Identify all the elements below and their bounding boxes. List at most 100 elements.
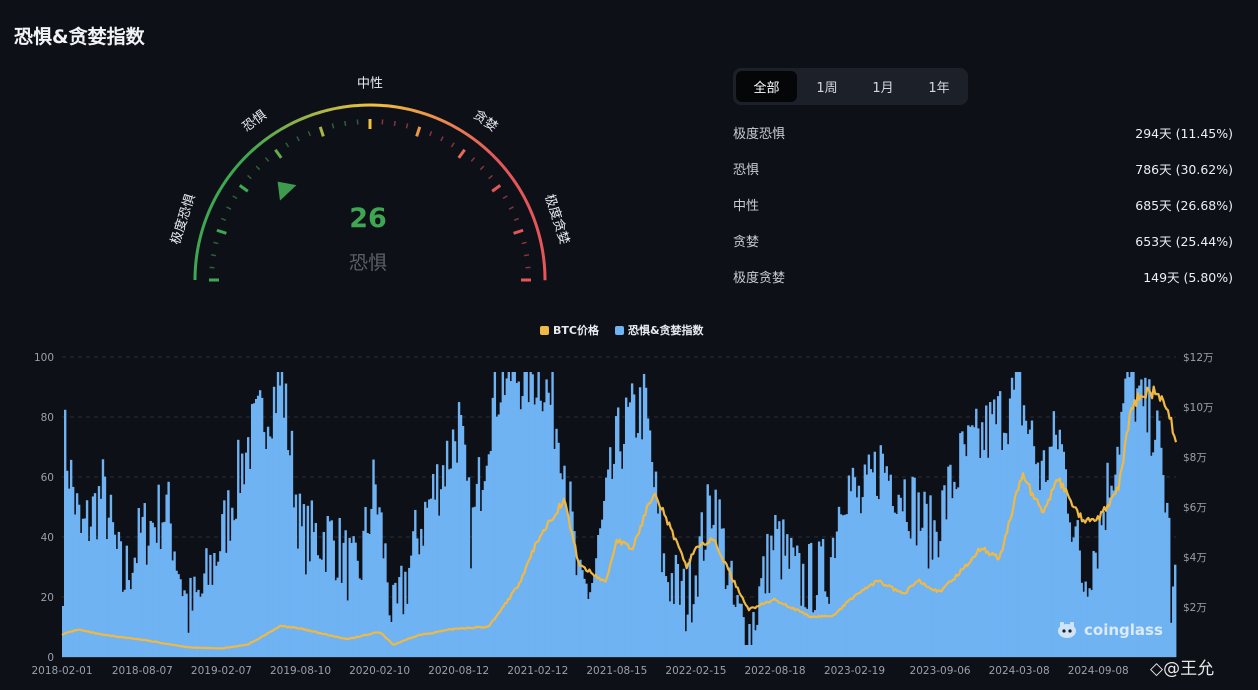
index-bar (965, 456, 968, 657)
index-bar (304, 574, 308, 657)
index-bar (247, 437, 250, 657)
legend-item-index[interactable]: 恐惧&贪婪指数 (614, 322, 704, 338)
index-bar (859, 513, 863, 657)
index-bar (897, 494, 900, 657)
index-bar (1174, 564, 1177, 657)
index-bar (742, 617, 745, 657)
gauge-arc-segment (529, 209, 535, 217)
stat-label: 极度恐惧 (733, 126, 786, 142)
index-bar (907, 531, 910, 657)
tab-1-month[interactable]: 1月 (872, 81, 894, 96)
gauge-arc-segment (261, 137, 269, 143)
index-bar (601, 519, 604, 657)
index-bar (65, 470, 69, 657)
index-bar (535, 397, 538, 657)
legend-item-btc[interactable]: BTC价格 (540, 322, 599, 338)
index-bar (776, 528, 779, 657)
gauge-arc-segment (197, 235, 203, 243)
index-bar (1104, 530, 1107, 657)
index-bar (901, 511, 904, 657)
tab-1-year[interactable]: 1年 (928, 81, 950, 96)
y-right-tick-label: $6万 (1183, 502, 1207, 514)
index-bar (489, 451, 493, 657)
legend-swatch-btc (540, 325, 549, 335)
index-bar (732, 604, 735, 657)
index-bar (1166, 502, 1169, 657)
index-bar (149, 520, 152, 657)
index-bar (748, 623, 751, 657)
index-bar (963, 444, 966, 657)
gauge-tick (226, 206, 232, 210)
index-bar (173, 551, 176, 657)
gauge-arc-segment (347, 104, 354, 108)
index-bar (129, 589, 133, 657)
index-bar (392, 584, 395, 657)
diamond-icon: ◇ (1150, 659, 1164, 679)
index-bar (294, 494, 298, 657)
index-bar (499, 402, 503, 657)
index-bar (479, 511, 483, 657)
index-bar (796, 545, 799, 657)
gauge-arc-segment (203, 214, 209, 222)
tab-all[interactable]: 全部 (736, 71, 797, 102)
gauge-arc-segment (230, 167, 237, 174)
index-bar (726, 585, 729, 657)
gauge-arc-segment (215, 189, 221, 197)
index-bar (424, 501, 427, 657)
index-bar (947, 466, 950, 657)
gauge-tick (210, 254, 217, 257)
index-bar (441, 465, 445, 657)
index-bar (728, 567, 731, 657)
index-bar (449, 468, 453, 657)
index-bar (491, 397, 495, 657)
gauge-tick (255, 165, 261, 171)
index-bar (398, 577, 401, 657)
index-bar (770, 535, 773, 657)
index-bar (231, 507, 234, 657)
gauge-arc-segment (210, 199, 216, 207)
gauge-tick (470, 157, 476, 162)
index-bar (187, 632, 190, 657)
x-tick-label: 2024-09-08 (1068, 665, 1129, 677)
watermark-brand: coinglass (1084, 621, 1163, 639)
gauge-arc-segment (199, 230, 204, 237)
gauge-arc-segment (458, 128, 465, 134)
author-name: @王允 (1163, 659, 1215, 679)
page-title: 恐惧&贪婪指数 (14, 26, 145, 48)
index-bar (865, 474, 869, 657)
index-bar (587, 598, 590, 657)
index-bar (83, 518, 87, 657)
index-bar (762, 556, 765, 657)
index-bar (67, 488, 71, 657)
index-bar (93, 493, 97, 657)
index-bar (237, 439, 240, 657)
gauge-tick (238, 184, 249, 193)
index-bar (589, 592, 592, 657)
index-bar (193, 576, 196, 657)
index-bar (354, 542, 357, 657)
index-bar (1058, 429, 1062, 657)
index-bar (139, 532, 142, 657)
tab-1-week[interactable]: 1周 (816, 81, 838, 96)
index-bar (1038, 489, 1042, 657)
index-bar (798, 553, 801, 657)
index-bar (290, 430, 294, 657)
index-bar (877, 499, 880, 657)
index-bar (400, 565, 403, 657)
author-watermark: ◇@王允 (1150, 654, 1214, 679)
gauge-arc-segment (212, 194, 219, 202)
index-bar (680, 580, 684, 657)
index-bar (183, 590, 186, 657)
index-bar (929, 495, 932, 657)
index-bar (119, 541, 123, 657)
index-bar (652, 487, 656, 657)
index-bar (682, 568, 686, 657)
y-left-tick-label: 100 (34, 352, 54, 364)
stat-row-extreme-fear: 极度恐惧 294天 (11.45%) (733, 114, 1233, 150)
index-bar (89, 526, 93, 657)
index-bar (613, 463, 616, 657)
x-tick-label: 2021-08-15 (586, 665, 647, 677)
gauge-arc-segment (539, 241, 544, 248)
index-bar (953, 481, 956, 657)
index-bar (348, 537, 351, 657)
